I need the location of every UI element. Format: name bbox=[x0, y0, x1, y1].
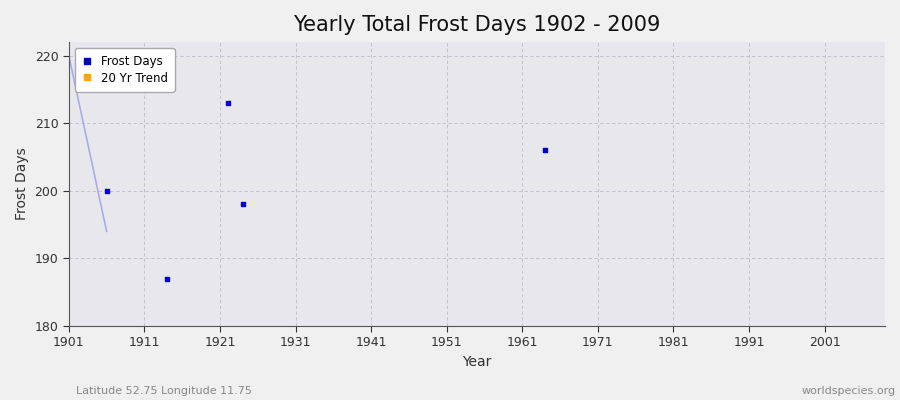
Point bbox=[160, 276, 175, 282]
Point bbox=[99, 188, 113, 194]
Legend: Frost Days, 20 Yr Trend: Frost Days, 20 Yr Trend bbox=[75, 48, 175, 92]
X-axis label: Year: Year bbox=[463, 355, 491, 369]
Text: Latitude 52.75 Longitude 11.75: Latitude 52.75 Longitude 11.75 bbox=[76, 386, 252, 396]
Point bbox=[537, 147, 552, 154]
Title: Yearly Total Frost Days 1902 - 2009: Yearly Total Frost Days 1902 - 2009 bbox=[293, 15, 661, 35]
Point bbox=[220, 100, 235, 106]
Point bbox=[236, 201, 250, 208]
Text: worldspecies.org: worldspecies.org bbox=[801, 386, 896, 396]
Y-axis label: Frost Days: Frost Days bbox=[15, 148, 29, 220]
